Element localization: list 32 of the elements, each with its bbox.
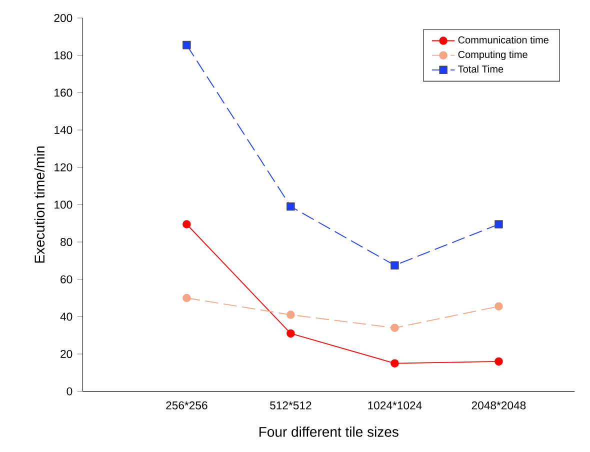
legend-label: Computing time (458, 50, 528, 60)
y-tick-label: 60 (60, 275, 72, 284)
point (390, 359, 399, 368)
point (494, 357, 503, 366)
point (182, 40, 191, 50)
y-tick-label: 40 (60, 312, 72, 321)
y-tick-label: 20 (60, 350, 72, 358)
y-tick-label: 180 (54, 51, 72, 60)
y-tick-label: 80 (60, 238, 72, 246)
y-tick-label: 200 (54, 14, 72, 22)
legend-label: Communication time (458, 36, 549, 44)
y-axis-title: Execution time/min (34, 146, 45, 263)
point (182, 220, 191, 228)
y-tick-label: 100 (54, 200, 72, 209)
point (286, 329, 295, 338)
point (390, 324, 399, 332)
x-tick-label: 1024*1024 (368, 401, 422, 410)
point (390, 261, 399, 270)
y-tick-label: 0 (66, 387, 72, 396)
x-tick-label: 512*512 (270, 401, 312, 410)
y-tick-label: 120 (54, 163, 72, 172)
point (286, 310, 295, 319)
y-tick-label: 140 (54, 126, 72, 134)
legend-label: Total Time (458, 65, 504, 73)
point (286, 202, 295, 211)
point (494, 302, 503, 311)
y-tick-label: 160 (54, 88, 72, 97)
x-axis-title: Four different tile sizes (260, 426, 398, 437)
x-tick-label: 256*256 (166, 401, 208, 410)
point (494, 220, 503, 228)
x-tick-label: 2048*2048 (472, 401, 526, 410)
point (182, 294, 191, 302)
